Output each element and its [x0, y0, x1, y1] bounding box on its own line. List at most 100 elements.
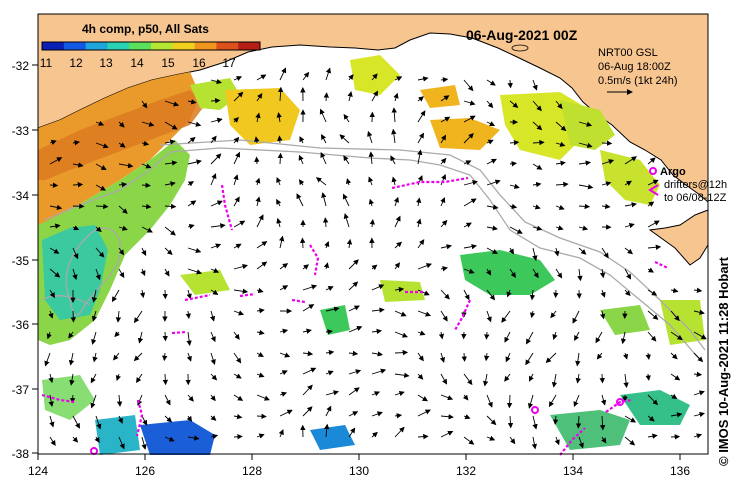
velocity-arrow	[393, 196, 399, 207]
velocity-arrow	[417, 409, 431, 417]
map-frame	[37, 13, 709, 455]
velocity-arrow	[95, 203, 109, 210]
y-tick-label: -32	[12, 59, 30, 73]
velocity-arrow	[670, 287, 679, 294]
velocity-arrow	[137, 331, 144, 344]
velocity-arrow	[417, 175, 423, 186]
velocity-arrow	[95, 268, 101, 281]
velocity-arrow	[417, 310, 432, 317]
velocity-arrow	[391, 176, 397, 186]
velocity-arrow	[72, 225, 80, 231]
velocity-arrow	[440, 197, 446, 207]
velocity-arrow	[532, 163, 543, 170]
velocity-arrow	[647, 415, 655, 422]
velocity-arrow	[187, 121, 202, 127]
velocity-arrow	[319, 108, 327, 123]
velocity-arrow	[440, 394, 454, 401]
velocity-arrow	[574, 331, 580, 341]
velocity-arrow	[624, 436, 636, 446]
velocity-arrow	[463, 436, 475, 445]
velocity-arrow	[68, 352, 75, 366]
velocity-arrow	[342, 193, 350, 207]
velocity-arrow	[233, 434, 243, 440]
island	[511, 44, 529, 52]
velocity-arrow	[507, 79, 513, 89]
velocity-arrow	[255, 177, 261, 186]
velocity-arrow	[49, 223, 61, 229]
velocity-arrow	[94, 436, 100, 443]
velocity-arrow	[647, 331, 657, 342]
velocity-arrow	[44, 352, 51, 367]
velocity-arrows	[44, 67, 707, 450]
velocity-arrow	[555, 181, 569, 188]
velocity-arrow	[185, 310, 192, 319]
velocity-arrow	[371, 284, 385, 291]
velocity-arrow	[693, 411, 705, 418]
velocity-arrow	[233, 91, 244, 102]
velocity-arrow	[233, 174, 239, 186]
colorbar-swatch	[151, 42, 174, 50]
x-axis: 124 126 128 130 132 134 136	[28, 454, 690, 478]
velocity-arrow	[693, 371, 703, 377]
velocity-arrow	[693, 309, 705, 315]
velocity-arrow	[371, 328, 382, 335]
velocity-arrow	[277, 86, 284, 102]
velocity-arrow	[693, 287, 703, 294]
velocity-arrow	[255, 112, 261, 123]
velocity-arrow	[417, 263, 432, 270]
velocity-arrow	[417, 394, 428, 402]
velocity-arrow	[504, 373, 511, 382]
velocity-arrow	[578, 225, 589, 231]
velocity-arrow	[440, 373, 448, 385]
velocity-arrow	[164, 139, 176, 145]
velocity-arrow	[233, 288, 249, 294]
velocity-arrow	[325, 405, 332, 417]
velocity-arrow	[486, 268, 492, 276]
velocity-arrow	[440, 244, 452, 250]
velocity-arrow	[417, 110, 426, 123]
velocity-arrow	[276, 217, 282, 228]
velocity-arrow	[555, 100, 563, 110]
velocity-arrow	[348, 259, 359, 270]
velocity-arrow	[572, 310, 580, 324]
velocity-arrow	[624, 202, 637, 208]
velocity-arrow	[95, 120, 105, 126]
velocity-arrow	[302, 350, 314, 357]
velocity-arrow	[509, 226, 523, 234]
velocity-arrow	[670, 352, 678, 360]
velocity-arrow	[509, 183, 520, 189]
velocity-arrow	[555, 204, 565, 210]
velocity-arrow	[134, 310, 143, 324]
velocity-arrow	[624, 156, 637, 165]
velocity-arrow	[69, 373, 75, 386]
velocity-arrow	[440, 173, 447, 186]
velocity-arrow	[118, 436, 125, 450]
colorbar-swatch	[85, 42, 108, 50]
velocity-arrow	[210, 200, 223, 207]
velocity-arrow	[417, 373, 424, 380]
colorbar-tick: 13	[99, 56, 113, 70]
velocity-arrow	[256, 287, 264, 294]
velocity-arrow	[346, 238, 353, 249]
velocity-arrow	[461, 352, 467, 362]
velocity-arrow	[296, 193, 304, 207]
velocity-arrow	[256, 92, 263, 102]
velocity-arrow	[394, 286, 405, 293]
velocity-arrow	[368, 176, 374, 186]
velocity-arrow	[256, 351, 264, 358]
velocity-arrow	[371, 411, 383, 417]
velocity-arrow	[343, 213, 350, 228]
velocity-arrow	[463, 160, 472, 166]
velocity-arrow	[118, 142, 126, 148]
velocity-arrow	[555, 121, 567, 132]
velocity-arrow	[95, 163, 107, 171]
velocity-arrow	[624, 415, 637, 423]
velocity-arrow	[440, 266, 448, 272]
velocity-arrow	[527, 394, 534, 409]
velocity-arrow	[439, 352, 446, 363]
drifters-to-label: to 06/08-12Z	[664, 192, 727, 204]
velocity-arrow	[323, 262, 330, 270]
velocity-arrow	[440, 134, 447, 144]
velocity-arrow	[391, 107, 397, 123]
velocity-arrow	[298, 154, 304, 165]
